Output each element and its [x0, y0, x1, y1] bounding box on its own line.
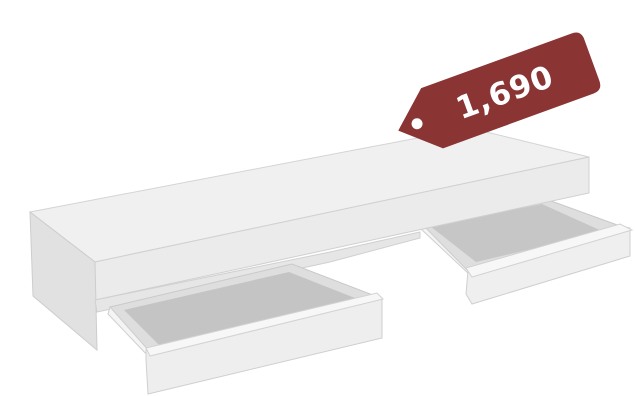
floating-shelf-icon: [28, 127, 634, 395]
left-drawer-floor: [124, 272, 360, 346]
left-drawer-front-top: [145, 292, 384, 357]
price-tag-hole: [411, 118, 423, 130]
price-tag-shape: [398, 32, 601, 149]
shelf-left-end: [29, 210, 98, 352]
right-drawer-front-top: [465, 223, 634, 278]
